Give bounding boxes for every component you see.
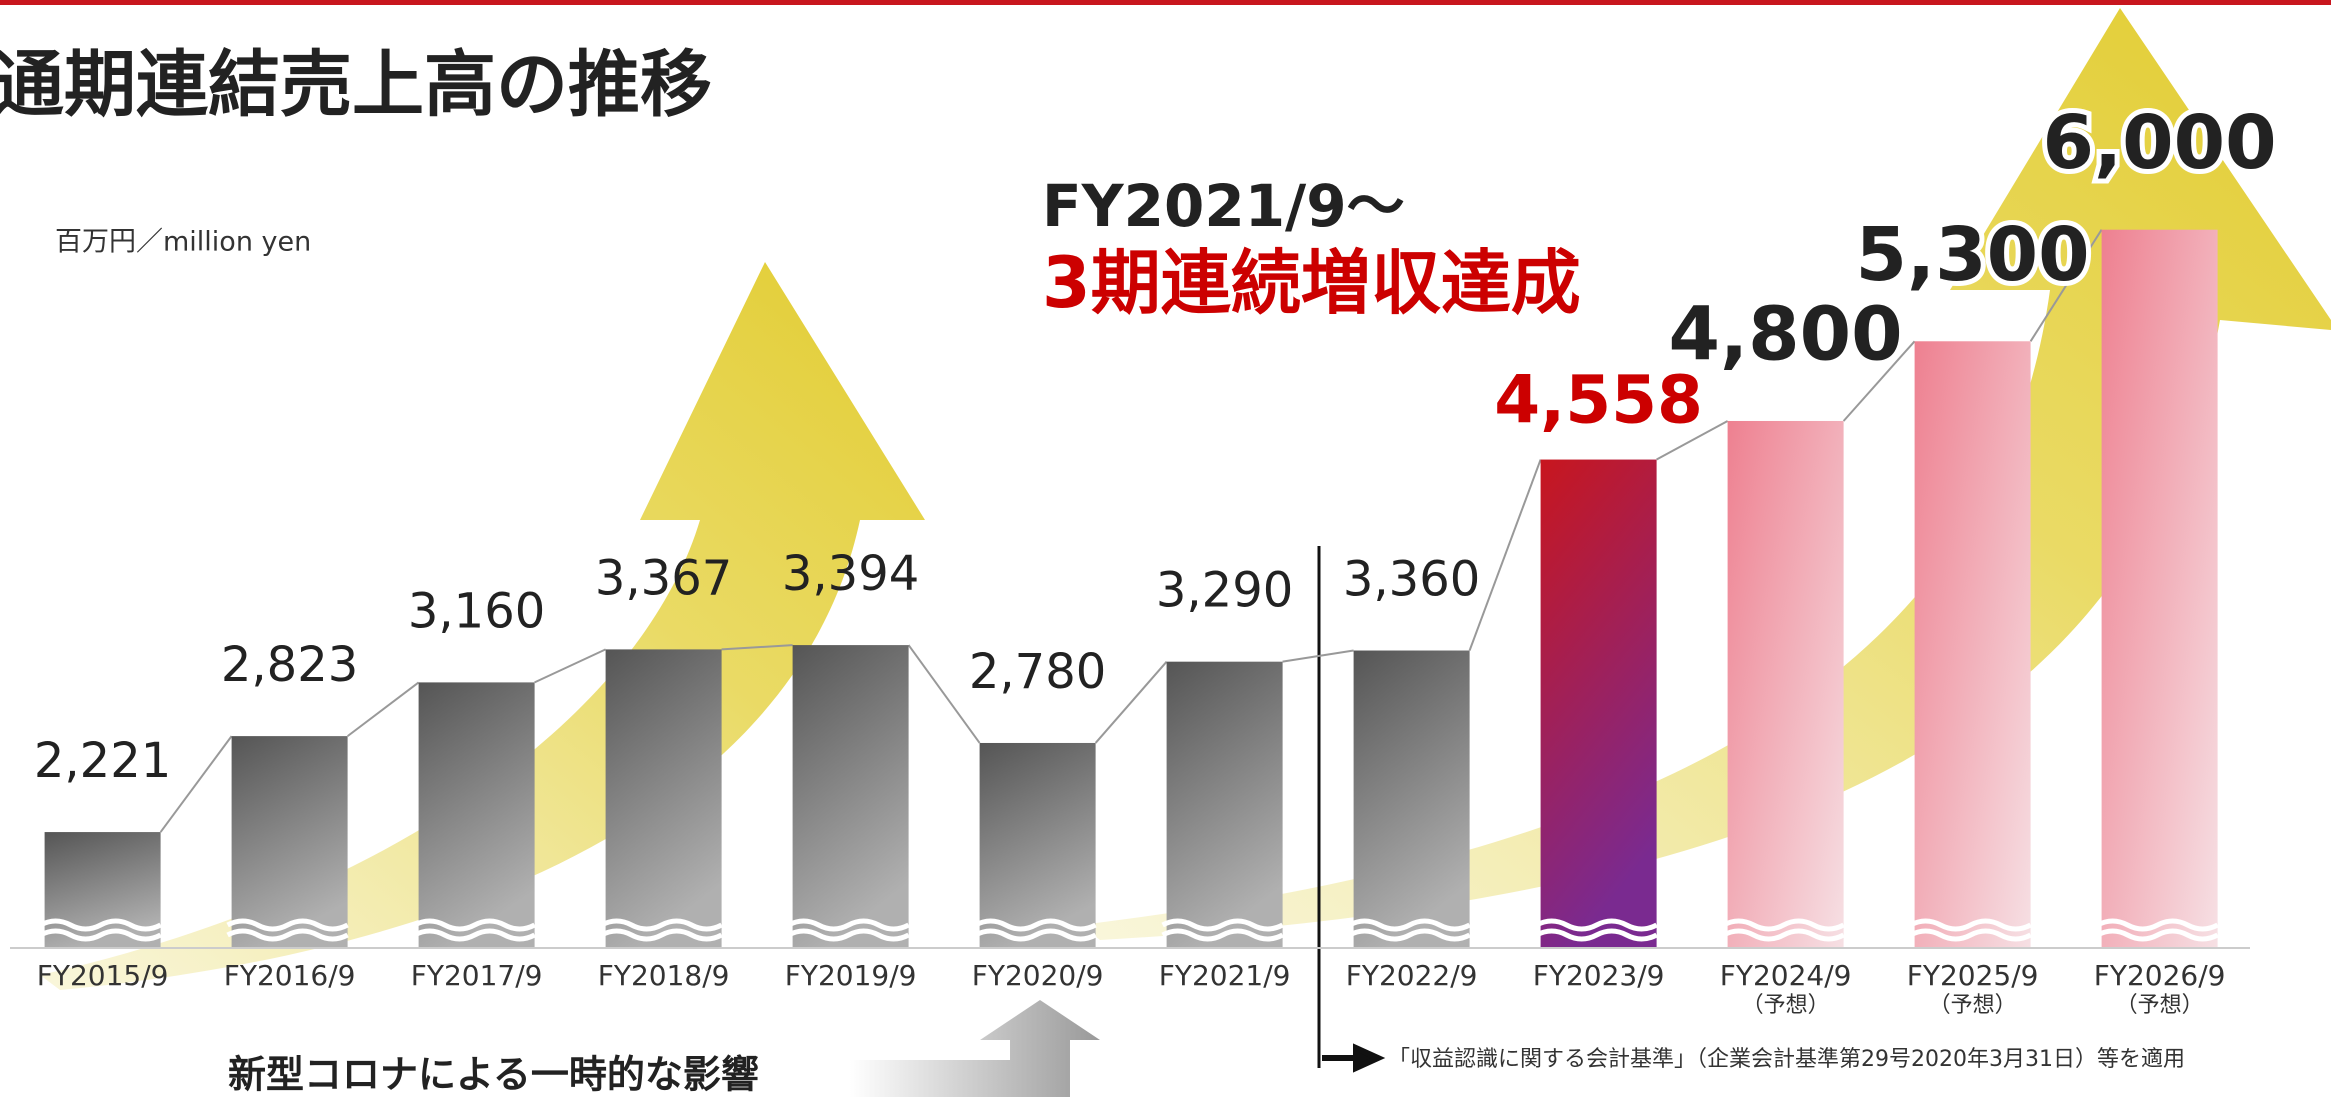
connector [1282,649,1354,663]
data-label: 4,558 [1494,362,1703,439]
connector [721,644,793,651]
bar [605,649,722,947]
x-tick-label: FY2017/9 [411,959,543,992]
bar [1166,661,1283,947]
annotation: 3期連続増収達成 [1042,242,1581,324]
x-tick-label: FY2024/9 [1720,959,1852,992]
axis-break [974,918,1097,942]
connector [2029,229,2103,342]
connector [346,681,420,737]
bar [1914,341,2031,947]
axis-break [413,918,536,942]
bar [2101,229,2218,947]
bar [231,736,348,947]
note-arrow [1322,1043,1386,1073]
axis-break [1722,918,1845,942]
data-label: 2,780 [969,644,1106,700]
data-label: 5,300 [1856,212,2090,298]
x-tick-label: FY2020/9 [972,959,1104,992]
connector [534,648,607,684]
x-tick-label: FY2025/9 [1907,959,2039,992]
axis-break [1348,918,1471,942]
data-label: 4,800 [1669,291,1903,377]
x-tick-label: FY2015/9 [37,959,169,992]
data-label: 3,394 [782,546,919,602]
axis-break [600,918,723,942]
axis-break [1161,918,1284,942]
connector [1656,420,1729,461]
x-tick-sublabel: （予想） [1929,993,2017,1018]
chart-title: 通期連結売上高の推移 [0,43,712,127]
x-tick-sublabel: （予想） [2116,993,2204,1018]
axis-break [787,918,910,942]
x-tick-label: FY2023/9 [1533,959,1665,992]
arrow-decoration [850,1000,1100,1097]
data-label: 3,367 [595,550,732,606]
axis-break [1909,918,2032,942]
bar [1727,420,1844,948]
annotation: 新型コロナによる一時的な影響 [228,1053,759,1097]
connector [159,735,233,833]
data-label: 2,823 [221,637,358,693]
data-label: 3,360 [1343,552,1480,608]
x-tick-label: FY2016/9 [224,959,356,992]
bar [792,645,909,947]
annotation: FY2021/9〜 [1042,172,1405,240]
connector [907,644,981,744]
x-tick-label: FY2026/9 [2094,959,2226,992]
data-label: 3,160 [408,583,545,639]
bar [1353,650,1470,947]
arrow-decoration [40,262,925,990]
data-label: 6,000 [2043,100,2277,186]
x-tick-sublabel: （予想） [1742,993,1830,1018]
bar [418,682,535,947]
unit-label: 百万円／million yen [55,227,311,258]
note: 「収益認識に関する会計基準」（企業会計基準第29号2020年3月31日）等を適用 [1388,1047,2185,1072]
axis-break [1535,918,1658,942]
x-tick-label: FY2019/9 [785,959,917,992]
arrow-decoration [1080,8,2331,940]
bar [1540,459,1657,947]
x-tick-label: FY2021/9 [1159,959,1291,992]
axis-break [39,918,162,942]
top-rule [0,0,2331,5]
connector [1842,340,1916,422]
axis-break [2096,918,2219,942]
bar [979,742,1096,947]
data-label: 2,221 [34,733,171,789]
data-label: 3,290 [1156,563,1293,619]
axis-break [226,918,349,942]
x-tick-label: FY2018/9 [598,959,730,992]
x-tick-label: FY2022/9 [1346,959,1478,992]
connector [1094,661,1168,744]
connector [1468,459,1542,651]
